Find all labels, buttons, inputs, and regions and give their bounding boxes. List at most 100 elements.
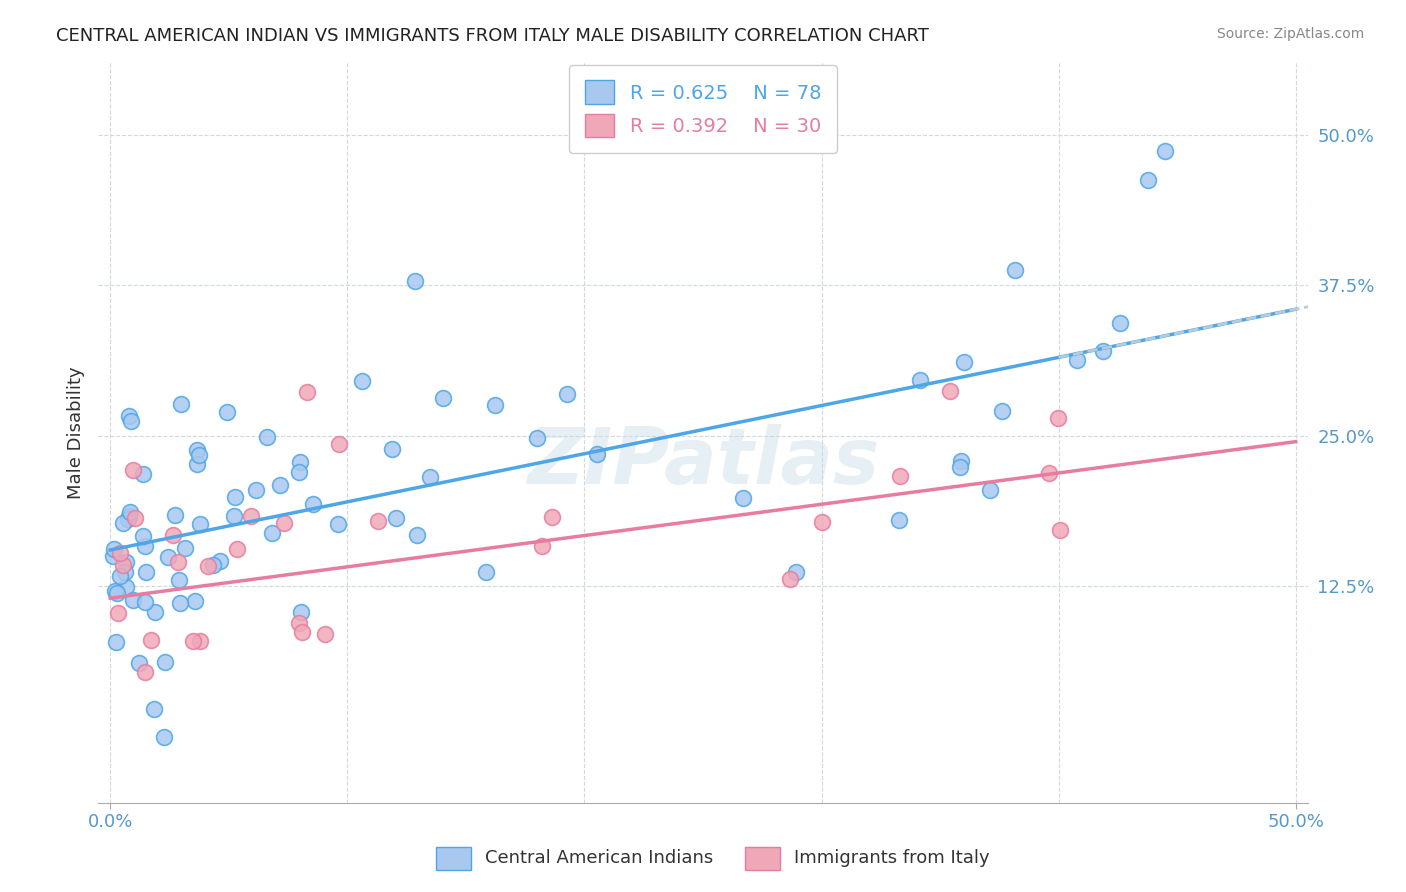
Point [128,657,150,671]
Point [122,462,145,476]
Point [1038,467,1060,481]
Y-axis label: Male Disability: Male Disability [66,367,84,499]
Point [132,467,155,482]
Point [202,558,225,572]
Point [124,511,146,525]
Point [134,665,156,680]
Point [1049,523,1071,537]
Point [115,555,138,569]
Text: ZIPatlas: ZIPatlas [527,425,879,500]
Point [381,442,404,457]
Point [273,516,295,530]
Point [1137,173,1160,187]
Point [295,385,318,400]
Point [134,539,156,553]
Point [167,573,190,587]
Point [186,457,208,471]
Point [143,605,166,619]
Point [226,542,249,557]
Point [120,414,142,428]
Legend: R = 0.625    N = 78, R = 0.392    N = 30: R = 0.625 N = 78, R = 0.392 N = 30 [569,65,837,153]
Point [288,455,311,469]
Point [404,274,426,288]
Point [240,508,263,523]
Text: Immigrants from Italy: Immigrants from Italy [794,849,990,867]
Point [117,511,139,525]
Point [118,409,141,424]
Point [208,554,231,568]
Point [135,565,157,579]
Point [103,541,125,556]
Point [245,483,267,498]
Point [288,465,311,479]
Point [153,730,176,744]
Point [950,453,973,467]
Point [889,468,911,483]
Point [197,558,219,573]
Point [1092,343,1115,358]
Point [328,437,350,451]
Text: Source: ZipAtlas.com: Source: ZipAtlas.com [1216,27,1364,41]
Point [288,616,311,631]
Point [157,549,180,564]
Point [733,491,755,505]
Point [118,505,141,519]
Point [269,478,291,492]
Point [991,404,1014,418]
Point [170,397,193,411]
Point [222,509,245,524]
Point [326,516,349,531]
Point [110,546,132,560]
Point [1047,411,1070,425]
Point [1153,145,1175,159]
Point [1004,263,1026,277]
Point [475,565,498,579]
Point [166,555,188,569]
Point [105,586,128,600]
Point [188,448,211,462]
Point [484,398,506,412]
Point [111,516,134,530]
Point [184,594,207,608]
Point [384,511,406,525]
Point [1108,316,1130,330]
Point [215,405,238,419]
Point [526,431,548,445]
Point [155,655,177,669]
Point [432,391,454,405]
Point [108,568,131,582]
Point [104,635,127,649]
Point [811,515,834,529]
Point [291,624,314,639]
Point [169,597,191,611]
Point [406,528,429,542]
Point [114,566,136,580]
Point [107,607,129,621]
Point [134,595,156,609]
Point [139,633,162,648]
Point [111,558,134,573]
Text: CENTRAL AMERICAN INDIAN VS IMMIGRANTS FROM ITALY MALE DISABILITY CORRELATION CHA: CENTRAL AMERICAN INDIAN VS IMMIGRANTS FR… [56,27,929,45]
Point [183,634,205,648]
Point [779,573,801,587]
Point [367,514,389,528]
Point [586,447,609,461]
Point [118,508,141,523]
Point [314,627,336,641]
Point [174,541,197,556]
Point [104,584,127,599]
Point [256,429,278,443]
Point [979,483,1001,497]
Point [142,702,165,716]
Point [949,459,972,474]
Point [165,508,187,522]
Point [889,513,911,527]
Point [188,517,211,532]
Point [419,470,441,484]
Point [531,539,554,553]
Point [186,443,208,458]
Point [122,592,145,607]
Point [908,373,931,387]
Point [101,549,124,563]
Point [115,580,138,594]
